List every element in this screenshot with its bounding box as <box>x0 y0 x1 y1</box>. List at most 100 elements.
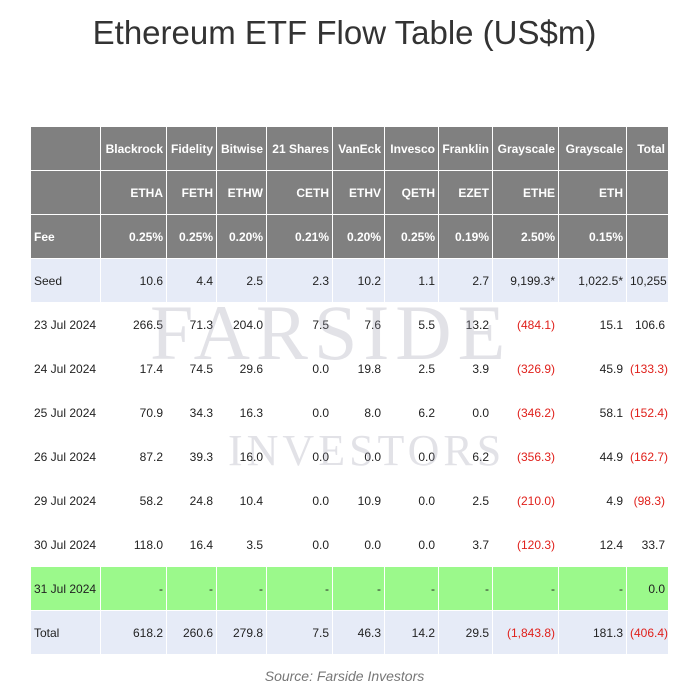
table-cell: 24.8 <box>166 478 217 523</box>
header-cell: Grayscale <box>492 126 559 171</box>
table-cell: 0.0 <box>332 434 385 479</box>
table-cell: 34.3 <box>166 390 217 435</box>
table-cell: 7.5 <box>266 302 333 347</box>
header-cell: 0.21% <box>266 214 333 259</box>
table-row: 25 Jul 2024 70.9 34.3 16.3 0.0 8.0 6.2 0.0 (346.… <box>30 390 669 435</box>
table-cell: - <box>492 566 559 611</box>
table-cell: 58.1 <box>558 390 627 435</box>
header-cell: ETHE <box>492 170 559 215</box>
header-cell: CETH <box>266 170 333 215</box>
table-cell: 74.5 <box>166 346 217 391</box>
table-cell: 29.5 <box>438 610 493 655</box>
header-cell: 0.25% <box>166 214 217 259</box>
table-cell: 1.1 <box>384 258 439 303</box>
table-cell: 10,255 <box>626 258 669 303</box>
table-cell: 0.0 <box>384 478 439 523</box>
header-cell: ETHA <box>100 170 167 215</box>
table-cell: - <box>332 566 385 611</box>
table-cell: 16.4 <box>166 522 217 567</box>
table-cell: 14.2 <box>384 610 439 655</box>
table-cell: 0.0 <box>266 478 333 523</box>
table-cell: (98.3) <box>626 478 669 523</box>
table-cell: - <box>384 566 439 611</box>
table-cell: 16.3 <box>216 390 267 435</box>
header-cell: 2.50% <box>492 214 559 259</box>
header-row-tickers: ETHA FETH ETHW CETH ETHV QETH EZET ETHE ETH <box>30 170 669 215</box>
table-cell: (152.4) <box>626 390 669 435</box>
table-cell: 266.5 <box>100 302 167 347</box>
etf-flow-table: Blackrock Fidelity Bitwise 21 Shares VanEck I… <box>30 126 669 655</box>
table-cell: - <box>558 566 627 611</box>
header-cell <box>30 170 101 215</box>
table-cell: 19.8 <box>332 346 385 391</box>
row-label: 26 Jul 2024 <box>30 434 101 479</box>
table-cell: 58.2 <box>100 478 167 523</box>
table-cell: (326.9) <box>492 346 559 391</box>
table-cell: 87.2 <box>100 434 167 479</box>
row-label: 30 Jul 2024 <box>30 522 101 567</box>
table-cell: 46.3 <box>332 610 385 655</box>
table-cell: 2.3 <box>266 258 333 303</box>
row-label: Seed <box>30 258 101 303</box>
table-cell: 6.2 <box>384 390 439 435</box>
table-cell: 44.9 <box>558 434 627 479</box>
table-cell: (406.4) <box>626 610 669 655</box>
row-label: 24 Jul 2024 <box>30 346 101 391</box>
row-label: 25 Jul 2024 <box>30 390 101 435</box>
header-cell: 0.19% <box>438 214 493 259</box>
table-cell: 17.4 <box>100 346 167 391</box>
table-cell: 4.4 <box>166 258 217 303</box>
table-cell: 0.0 <box>626 566 669 611</box>
table-cell: - <box>438 566 493 611</box>
table-cell: (356.3) <box>492 434 559 479</box>
table-cell: 8.0 <box>332 390 385 435</box>
header-cell: Fidelity <box>166 126 217 171</box>
header-cell: 0.25% <box>100 214 167 259</box>
header-cell: EZET <box>438 170 493 215</box>
header-cell: Total <box>626 126 669 171</box>
header-cell: 0.20% <box>216 214 267 259</box>
table-cell: 7.5 <box>266 610 333 655</box>
table-cell: 0.0 <box>384 522 439 567</box>
table-cell: 0.0 <box>266 346 333 391</box>
table-row: 31 Jul 2024- - - - - - - - -0.0 <box>30 566 669 611</box>
table-cell: 15.1 <box>558 302 627 347</box>
table-cell: 3.5 <box>216 522 267 567</box>
table-cell: 279.8 <box>216 610 267 655</box>
table-cell: 260.6 <box>166 610 217 655</box>
header-cell: Invesco <box>384 126 439 171</box>
table-cell: 0.0 <box>384 434 439 479</box>
header-cell: Bitwise <box>216 126 267 171</box>
table-row: 29 Jul 2024 58.2 24.8 10.4 0.0 10.9 0.0 2.5 (210… <box>30 478 669 523</box>
row-label: 31 Jul 2024 <box>30 566 101 611</box>
header-row-issuers: Blackrock Fidelity Bitwise 21 Shares VanEck I… <box>30 126 669 171</box>
header-row-fees: Fee 0.25% 0.25% 0.20% 0.21% 0.20% 0.25% 0.19% 2.… <box>30 214 669 259</box>
header-cell: VanEck <box>332 126 385 171</box>
header-cell: 0.25% <box>384 214 439 259</box>
table-cell: 0.0 <box>332 522 385 567</box>
table-cell: 2.5 <box>438 478 493 523</box>
table-cell: 204.0 <box>216 302 267 347</box>
header-cell: 21 Shares <box>266 126 333 171</box>
header-cell: ETHV <box>332 170 385 215</box>
table-cell: 9,199.3* <box>492 258 559 303</box>
table-cell: (484.1) <box>492 302 559 347</box>
header-cell: FETH <box>166 170 217 215</box>
table-cell: 10.6 <box>100 258 167 303</box>
table-cell: - <box>266 566 333 611</box>
table-cell: 3.7 <box>438 522 493 567</box>
row-label: Total <box>30 610 101 655</box>
header-cell: 0.15% <box>558 214 627 259</box>
table-cell: 0.0 <box>266 522 333 567</box>
table-cell: 10.9 <box>332 478 385 523</box>
header-cell: QETH <box>384 170 439 215</box>
table-cell: 29.6 <box>216 346 267 391</box>
header-cell <box>626 170 669 215</box>
table-cell: 13.2 <box>438 302 493 347</box>
header-cell: Grayscale <box>558 126 627 171</box>
table-cell: (120.3) <box>492 522 559 567</box>
table-cell: 0.0 <box>266 434 333 479</box>
source-note: Source: Farside Investors <box>264 668 425 684</box>
header-cell <box>626 214 669 259</box>
table-cell: 106.6 <box>626 302 669 347</box>
